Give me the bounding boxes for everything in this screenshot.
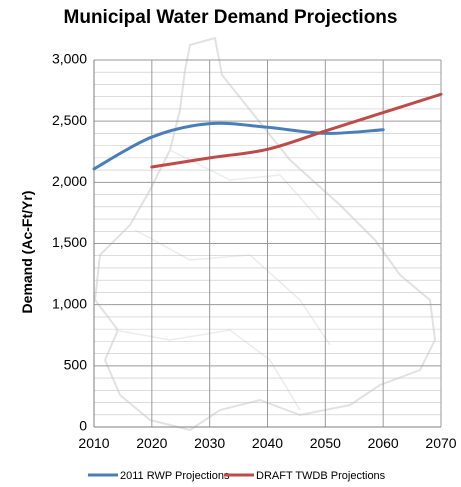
axes (93, 60, 441, 428)
y-tick-label: 1,000 (52, 295, 87, 311)
series-lines (92, 92, 443, 171)
legend-label-1: 2011 RWP Projections (120, 470, 230, 482)
x-tick-label: 2060 (368, 435, 399, 451)
x-tick-label: 2030 (194, 435, 225, 451)
y-axis-ticks: 0 500 1,000 1,500 2,000 2,500 3,000 (52, 51, 87, 434)
x-tick-label: 2020 (136, 435, 167, 451)
x-tick-label: 2070 (425, 435, 456, 451)
x-tick-label: 2040 (252, 435, 283, 451)
chart-title: Municipal Water Demand Projections (63, 7, 398, 28)
map-background (93, 36, 437, 432)
y-tick-label: 1,500 (52, 234, 87, 250)
x-tick-label: 2050 (310, 435, 341, 451)
y-tick-label: 2,000 (52, 173, 87, 189)
legend-label-2: DRAFT TWDB Projections (256, 470, 386, 482)
series-line-1 (92, 121, 385, 171)
y-tick-label: 0 (79, 418, 87, 434)
x-axis-ticks: 2010 2020 2030 2040 2050 2060 2070 (78, 435, 456, 451)
series-line-2 (150, 92, 443, 169)
y-axis-label: Demand (Ac-Ft/Yr) (19, 191, 35, 314)
legend: 2011 RWP Projections DRAFT TWDB Projectio… (88, 470, 386, 482)
x-tick-label: 2010 (78, 435, 109, 451)
grid-lines (93, 59, 442, 428)
y-tick-label: 3,000 (52, 51, 87, 67)
y-tick-label: 2,500 (52, 112, 87, 128)
y-tick-label: 500 (64, 357, 88, 373)
